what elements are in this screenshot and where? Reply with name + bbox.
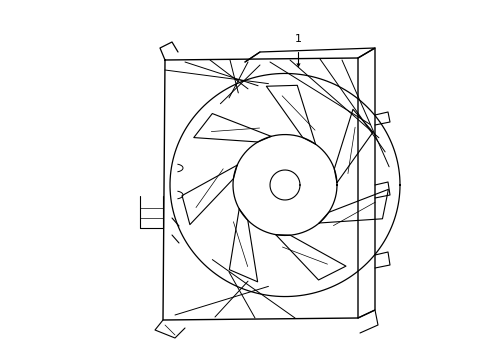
- Text: 1: 1: [294, 34, 301, 44]
